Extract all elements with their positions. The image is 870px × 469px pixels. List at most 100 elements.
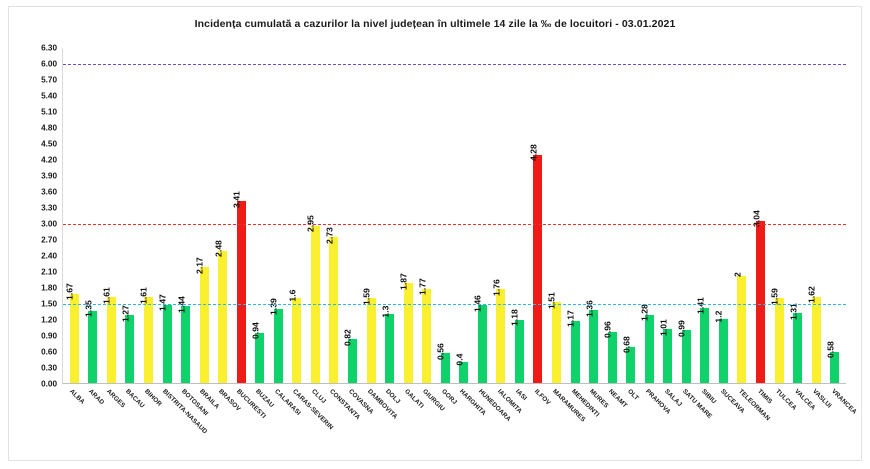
bar[interactable]: 2	[732, 272, 747, 383]
bar-slot: 1.76	[491, 48, 511, 383]
bar[interactable]: 0.99	[677, 320, 691, 383]
bar-value-label: 1.76	[491, 278, 502, 296]
bar[interactable]: 4.28	[528, 144, 543, 383]
bar[interactable]: 3.04	[751, 211, 765, 383]
bar-slot: 1.3	[380, 48, 399, 383]
bar[interactable]: 2.17	[195, 257, 209, 383]
bar-slot: 0.96	[603, 48, 622, 383]
bar-slot: 1.77	[417, 48, 436, 383]
bar[interactable]: 2.95	[306, 215, 320, 383]
x-label-slot: IALOMITA	[491, 386, 523, 469]
bar-slot: 1.41	[695, 48, 715, 383]
y-axis-tick: 3.90	[41, 171, 57, 181]
bar-slot: 1.59	[769, 48, 789, 383]
bar[interactable]: 0.56	[436, 343, 450, 383]
bar-value-label: 1.67	[64, 283, 75, 301]
x-label-slot: MEHEDINTI	[566, 386, 600, 469]
bar[interactable]: 1.2	[714, 311, 728, 383]
bar-value-label: 1.28	[639, 304, 650, 322]
bar-value-label: 1.3	[379, 305, 390, 318]
bar[interactable]: 1.87	[399, 273, 413, 383]
bar-slot: 4.28	[528, 48, 548, 383]
bar[interactable]: 0.94	[250, 323, 265, 383]
bar[interactable]: 1.77	[417, 278, 432, 383]
bar-slot: 1.39	[269, 48, 288, 383]
bar-value-label: 2.48	[213, 240, 224, 258]
bar[interactable]: 1.51	[547, 292, 561, 383]
y-axis-tick: 0.00	[41, 379, 57, 389]
bar[interactable]: 1.35	[83, 301, 98, 383]
bar[interactable]: 3.41	[232, 191, 246, 383]
bar[interactable]: 0.58	[825, 342, 840, 383]
x-label-slot: HARGHITA	[454, 386, 487, 469]
bar-slot: 1.18	[510, 48, 529, 383]
bar[interactable]: 1.46	[473, 295, 487, 383]
bar[interactable]: 1.76	[491, 279, 506, 383]
bar[interactable]: 1.28	[640, 304, 654, 383]
bar-value-label: 1.46	[472, 294, 483, 312]
x-label-slot: PRAHOVA	[640, 386, 672, 469]
bar[interactable]: 1.27	[120, 305, 135, 383]
bar-slot: 1.61	[139, 48, 158, 383]
bar[interactable]: 1.59	[361, 288, 376, 383]
bar-slot: 2.73	[324, 48, 344, 383]
x-label-slot: BRAILA	[194, 386, 220, 469]
bar[interactable]: 1.62	[807, 286, 821, 383]
bar-value-label: 1.87	[398, 272, 409, 290]
bar-slot: 3.41	[232, 48, 251, 383]
y-axis-tick: 4.80	[41, 123, 57, 133]
bar-value-label: 0.4	[454, 353, 465, 366]
bar[interactable]: 0.4	[454, 354, 469, 383]
x-label-slot: HUNEDOARA	[473, 386, 512, 469]
x-label-slot: TELEORMAN	[733, 386, 771, 469]
bar-value-label: 2.73	[324, 227, 335, 244]
x-label-slot: SIBIU	[696, 386, 717, 469]
bar-value-label: 1.47	[157, 294, 168, 311]
x-label-slot: ALBA	[64, 386, 86, 469]
chart-title: Incidența cumulată a cazurilor la nivel …	[194, 18, 676, 30]
bar[interactable]: 1.6	[287, 290, 302, 383]
bar-value-label: 1.77	[417, 278, 428, 295]
bar[interactable]: 1.44	[176, 296, 191, 383]
y-axis-tick: 0.30	[41, 363, 57, 373]
bar-value-label: 0.68	[621, 336, 632, 354]
bar[interactable]: 1.18	[510, 310, 524, 383]
bar[interactable]: 2.73	[324, 227, 339, 383]
x-label-slot: VRANCEA	[826, 386, 858, 469]
x-label-slot: VALCEA	[789, 386, 817, 469]
bar[interactable]: 1.67	[65, 284, 79, 383]
bar-value-label: 2.95	[305, 215, 316, 233]
x-label-slot: SUCEAVA	[714, 386, 746, 469]
bar[interactable]: 1.36	[584, 300, 599, 383]
bar-slot: 1.59	[361, 48, 381, 383]
bar-value-label: 0.56	[435, 342, 446, 360]
bar[interactable]: 0.68	[621, 336, 636, 383]
bar[interactable]: 2.48	[213, 240, 228, 383]
y-axis-tick: 5.10	[41, 107, 57, 117]
bar[interactable]: 1.47	[157, 294, 172, 383]
x-label-slot: GORJ	[436, 386, 458, 469]
bar-slot: 1.01	[658, 48, 678, 383]
bar[interactable]: 1.31	[788, 303, 803, 383]
bar-slot: 0.94	[250, 48, 269, 383]
bar-slot: 1.31	[788, 48, 807, 383]
bar[interactable]: 1.3	[380, 306, 395, 383]
bar-slot: 0.58	[825, 48, 844, 383]
bar[interactable]: 1.61	[139, 287, 153, 383]
bar[interactable]: 1.41	[695, 297, 710, 383]
bar[interactable]: 1.61	[102, 287, 116, 383]
bar[interactable]: 1.59	[769, 288, 784, 383]
bar-slot: 1.44	[176, 48, 195, 383]
bar[interactable]: 1.39	[269, 299, 283, 383]
bar[interactable]: 0.82	[343, 329, 357, 383]
bar-value-label: 1.62	[806, 286, 817, 303]
bar[interactable]: 1.01	[658, 319, 673, 383]
bar-slot: 1.87	[399, 48, 418, 383]
bar[interactable]: 1.17	[565, 310, 580, 383]
bar-value-label: 1.01	[658, 318, 669, 336]
x-label-slot: SATU MARE	[677, 386, 713, 469]
bar[interactable]: 0.96	[603, 321, 617, 383]
x-label-slot: BRASOV	[213, 386, 242, 469]
x-label-slot: MARAMURES	[547, 386, 586, 469]
